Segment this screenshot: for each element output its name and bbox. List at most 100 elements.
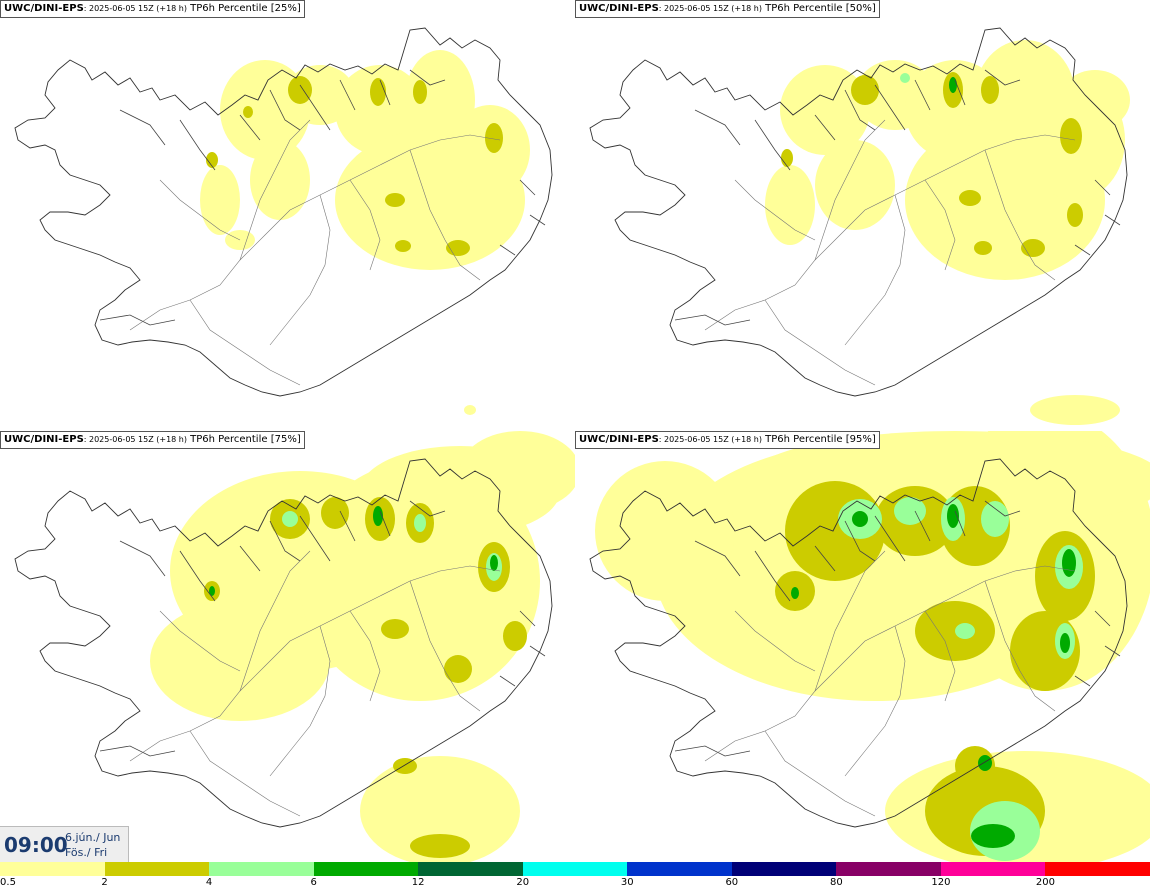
precip-area xyxy=(974,241,992,255)
run-time: : 2025-06-05 15Z (+18 h) xyxy=(658,435,762,444)
coastline xyxy=(589,458,1128,828)
colorbar-segment xyxy=(209,862,314,876)
valid-weekday: Fös./ Fri xyxy=(65,846,108,859)
map-panel-95: UWC/DINI-EPS: 2025-06-05 15Z (+18 h) TP6… xyxy=(575,431,1150,862)
road-line xyxy=(844,194,906,346)
panel-title: UWC/DINI-EPS: 2025-06-05 15Z (+18 h) TP6… xyxy=(575,0,880,18)
fjord-line xyxy=(694,540,741,577)
precip-area xyxy=(780,65,870,155)
fjord-line xyxy=(339,79,356,111)
precip-area xyxy=(335,65,425,155)
panel-title: UWC/DINI-EPS: 2025-06-05 15Z (+18 h) TP6… xyxy=(575,431,880,449)
fjord-line xyxy=(519,610,536,627)
colorbar-tick-label: 80 xyxy=(829,877,843,888)
road-line xyxy=(159,179,241,241)
fjord-line xyxy=(1104,645,1121,657)
fjord-line xyxy=(914,79,931,111)
precip-area xyxy=(373,506,383,526)
panel-title: UWC/DINI-EPS: 2025-06-05 15Z (+18 h) TP6… xyxy=(0,431,305,449)
field-name: TP6h Percentile [75%] xyxy=(186,434,301,445)
fjord-line xyxy=(269,89,301,131)
precip-area xyxy=(959,190,981,206)
colorbar-segment xyxy=(522,862,628,876)
precip-map-50 xyxy=(589,27,1130,425)
precip-area xyxy=(444,655,472,683)
precip-area xyxy=(978,755,992,771)
precip-map-25 xyxy=(14,27,553,415)
fjord-line xyxy=(954,79,966,106)
precip-area xyxy=(150,601,330,721)
precip-colorbar xyxy=(0,862,1150,876)
road-line xyxy=(349,610,381,702)
road-line xyxy=(129,134,501,331)
precip-area xyxy=(490,555,498,571)
precip-area xyxy=(1060,633,1070,653)
fjord-line xyxy=(239,545,261,572)
road-line xyxy=(409,149,481,281)
fjord-line xyxy=(119,109,166,146)
fjord-line xyxy=(379,510,391,537)
road-line xyxy=(924,610,956,702)
fjord-line xyxy=(694,109,741,146)
fjord-line xyxy=(754,119,791,171)
fjord-line xyxy=(1094,610,1111,627)
fjord-line xyxy=(99,745,176,757)
precip-area xyxy=(410,834,470,858)
road-line xyxy=(704,134,1076,331)
coastline xyxy=(14,458,553,828)
model-name: UWC/DINI-EPS xyxy=(4,434,84,445)
road-line xyxy=(984,580,1056,712)
fjord-line xyxy=(529,214,546,226)
colorbar-tick-label: 200 xyxy=(1035,877,1055,888)
precip-area xyxy=(781,149,793,167)
road-line xyxy=(764,730,876,817)
valid-time-box: 09:00 6.jún./ Jun Fös./ Fri xyxy=(0,826,129,863)
fjord-line xyxy=(814,545,836,572)
fjord-line xyxy=(529,645,546,657)
precip-area xyxy=(250,140,310,220)
precip-area xyxy=(393,758,417,774)
road-line xyxy=(409,580,481,712)
precip-area xyxy=(595,461,735,601)
road-line xyxy=(924,179,956,271)
precip-area xyxy=(1030,395,1120,425)
precip-area xyxy=(395,240,411,252)
colorbar-segment xyxy=(0,862,105,876)
colorbar-tick-label: 60 xyxy=(725,877,739,888)
precip-area xyxy=(949,77,957,93)
fjord-line xyxy=(954,510,966,537)
precip-area xyxy=(485,123,503,153)
fjord-line xyxy=(1104,214,1121,226)
precip-area xyxy=(900,73,910,83)
fjord-line xyxy=(499,244,516,256)
precip-area xyxy=(413,80,427,104)
fjord-line xyxy=(179,550,216,602)
fjord-line xyxy=(119,540,166,577)
road-line xyxy=(159,610,241,672)
fjord-line xyxy=(1074,675,1091,687)
map-panel-50: UWC/DINI-EPS: 2025-06-05 15Z (+18 h) TP6… xyxy=(575,0,1150,431)
fjord-line xyxy=(379,79,391,106)
colorbar-segment xyxy=(940,862,1046,876)
precip-area xyxy=(460,431,575,511)
road-line xyxy=(764,299,876,386)
precip-area xyxy=(947,504,959,528)
fjord-line xyxy=(299,84,331,131)
fjord-line xyxy=(499,675,516,687)
road-line xyxy=(814,119,886,261)
precip-area xyxy=(1060,118,1082,154)
model-name: UWC/DINI-EPS xyxy=(4,3,84,14)
coastline xyxy=(14,27,553,397)
colorbar-segment xyxy=(104,862,210,876)
road-line xyxy=(844,625,906,777)
colorbar-tick-label: 20 xyxy=(516,877,530,888)
fjord-line xyxy=(814,114,836,141)
precip-area xyxy=(971,824,1015,848)
colorbar-ticks: 0.5 2 4 6 12 20 30 60 80 120 200 xyxy=(0,876,1150,891)
fjord-line xyxy=(299,515,331,562)
precip-area xyxy=(1062,549,1076,577)
colorbar-segment xyxy=(731,862,837,876)
fjord-line xyxy=(844,89,876,131)
road-line xyxy=(814,550,886,692)
precip-area xyxy=(209,586,215,596)
